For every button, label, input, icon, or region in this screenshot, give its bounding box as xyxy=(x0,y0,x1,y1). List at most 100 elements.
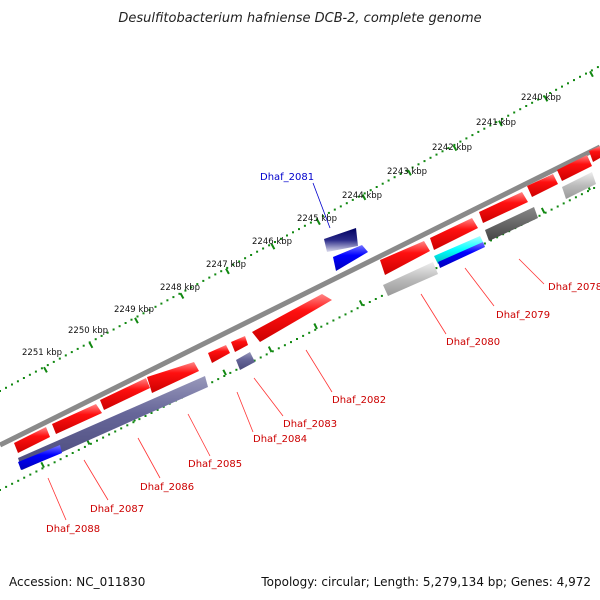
scale-tick xyxy=(407,169,412,176)
scale-tick xyxy=(313,323,318,330)
gene-label[interactable]: Dhaf_2080 xyxy=(446,337,500,348)
scale-dot xyxy=(28,373,31,376)
gene-feature-purple[interactable] xyxy=(236,352,255,370)
label-connectors xyxy=(47,182,545,521)
gene-feature-gray[interactable] xyxy=(562,172,596,199)
scale-dot xyxy=(579,75,581,78)
scale-dot xyxy=(344,313,347,316)
scale-dot xyxy=(573,79,575,82)
gene-feature-gray[interactable] xyxy=(383,262,438,296)
scale-dot xyxy=(160,302,163,305)
scale-dot xyxy=(585,72,587,75)
scale-dot xyxy=(112,328,115,331)
gene-feature-blue[interactable] xyxy=(18,445,62,470)
scale-dot xyxy=(232,263,235,266)
scale-tick xyxy=(134,317,139,324)
scale-dot xyxy=(262,247,265,250)
scale-dot xyxy=(339,205,342,208)
scale-dot xyxy=(315,218,318,221)
gene-cds[interactable] xyxy=(100,378,150,410)
scale-dot xyxy=(108,433,111,436)
scale-dot xyxy=(435,153,438,156)
scale-dot xyxy=(102,436,105,439)
scale-dot xyxy=(369,189,372,192)
gene-cds[interactable] xyxy=(14,427,50,453)
scale-dot xyxy=(70,351,73,354)
gene-cds[interactable] xyxy=(589,146,600,162)
gene-cds[interactable] xyxy=(527,174,558,197)
scale-dot xyxy=(65,455,68,458)
gene-label-highlighted[interactable]: Dhaf_2081 xyxy=(260,172,314,183)
gene-feature-cyan[interactable] xyxy=(434,236,484,264)
scale-dot xyxy=(83,445,86,448)
scale-dot xyxy=(265,353,268,356)
scale-dot xyxy=(292,231,294,234)
gene-label[interactable]: Dhaf_2079 xyxy=(496,310,550,321)
gene-feature-purple[interactable] xyxy=(18,376,208,470)
scale-dot xyxy=(531,101,534,104)
scale-dot xyxy=(411,166,414,169)
scale-dot xyxy=(314,328,317,331)
gene-label[interactable]: Dhaf_2088 xyxy=(46,524,100,535)
scale-dot xyxy=(96,439,98,442)
connector-line xyxy=(253,377,284,417)
gene-feature-blue[interactable] xyxy=(438,242,485,268)
scale-tick xyxy=(589,70,594,78)
gene-label[interactable]: Dhaf_2083 xyxy=(283,419,337,430)
scale-dot xyxy=(507,114,510,117)
gene-label[interactable]: Dhaf_2085 xyxy=(188,459,242,470)
scale-dot xyxy=(374,298,377,300)
gene-cds[interactable] xyxy=(252,294,332,342)
scale-dot xyxy=(162,405,165,408)
gene-cds[interactable] xyxy=(208,345,230,363)
scale-dot xyxy=(178,292,181,295)
scale-dot xyxy=(138,418,141,421)
scale-dot xyxy=(567,82,569,85)
forward-strand-genes xyxy=(14,146,600,453)
gene-cds[interactable] xyxy=(147,362,199,393)
scale-dot xyxy=(399,173,402,175)
scale-dot xyxy=(120,427,123,430)
scale-dot xyxy=(211,381,214,384)
gene-label[interactable]: Dhaf_2087 xyxy=(90,504,144,515)
scale-dot xyxy=(357,195,360,198)
scale-dot xyxy=(338,316,341,319)
scale-dot xyxy=(483,127,486,130)
scale-dot xyxy=(590,69,593,72)
scale-dot xyxy=(229,371,232,374)
scale-dot xyxy=(94,338,97,341)
scale-dot xyxy=(46,364,49,367)
gene-cds[interactable] xyxy=(231,336,248,352)
scale-dot xyxy=(308,331,311,334)
gene-cds[interactable] xyxy=(380,241,430,275)
scale-dot xyxy=(59,458,62,461)
scale-dot xyxy=(351,198,354,201)
gene-feature-blue[interactable] xyxy=(333,245,368,271)
gene-label[interactable]: Dhaf_2086 xyxy=(140,482,194,493)
scale-dot xyxy=(435,267,438,270)
gene-label[interactable]: Dhaf_2084 xyxy=(253,434,307,445)
gene-cds[interactable] xyxy=(430,218,478,250)
scale-dot xyxy=(82,344,85,347)
kbp-label: 2241 kbp xyxy=(476,118,516,128)
gene-cds[interactable] xyxy=(557,155,592,181)
scale-dot xyxy=(441,150,444,153)
scale-tick xyxy=(88,342,94,349)
connector-line xyxy=(464,267,495,307)
scale-tick xyxy=(452,144,458,152)
gene-cds[interactable] xyxy=(52,404,102,434)
gene-feature-darkgray[interactable] xyxy=(485,207,538,241)
gene-label[interactable]: Dhaf_2082 xyxy=(332,395,386,406)
scale-dot xyxy=(156,408,159,411)
kbp-label: 2246 kbp xyxy=(252,237,292,247)
gene-label[interactable]: Dhaf_2078 xyxy=(548,282,600,293)
scale-tick xyxy=(267,346,273,353)
scale-dot xyxy=(490,239,492,242)
scale-dot xyxy=(29,473,32,476)
gene-cds[interactable] xyxy=(479,192,528,223)
scale-dot xyxy=(253,359,256,362)
scale-dot xyxy=(100,334,103,337)
gene-feature-navy[interactable] xyxy=(324,228,358,252)
scale-dot xyxy=(320,325,323,328)
